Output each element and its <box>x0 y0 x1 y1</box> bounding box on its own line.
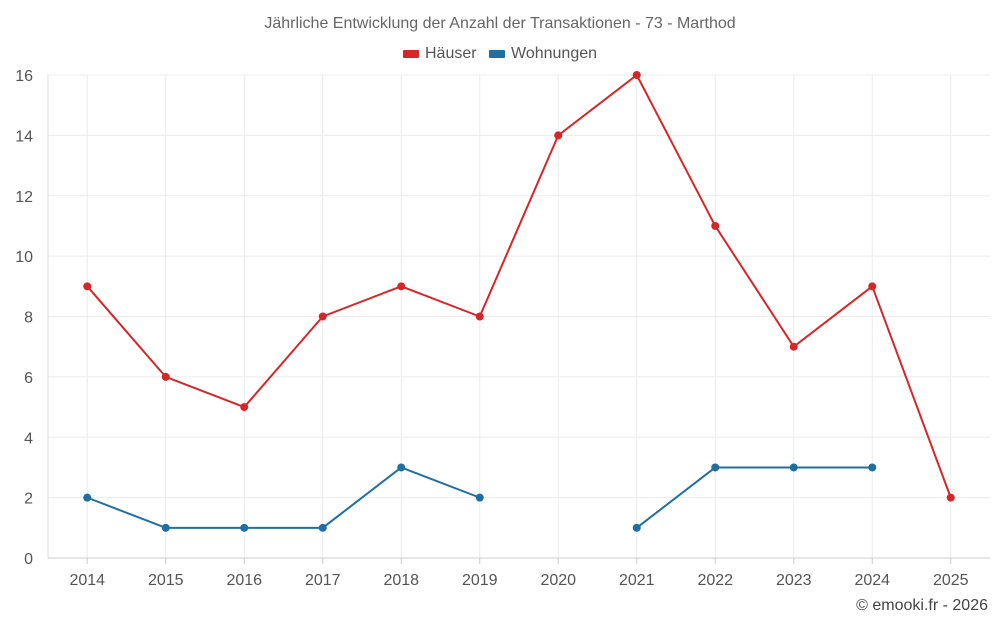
x-tick-label: 2023 <box>776 572 812 589</box>
data-point-haeuser <box>83 282 92 291</box>
data-point-wohnungen <box>240 523 249 532</box>
data-point-haeuser <box>632 71 641 79</box>
x-tick-label: 2022 <box>697 572 733 589</box>
x-tick-label: 2018 <box>383 572 419 589</box>
chart-title: Jährliche Entwicklung der Anzahl der Tra… <box>264 15 736 32</box>
legend-item-wohnungen[interactable]: Wohnungen <box>489 45 597 63</box>
legend-swatch-wohnungen <box>489 50 506 58</box>
y-tick-label: 2 <box>24 491 33 508</box>
legend-label-haeuser: Häuser <box>424 45 477 62</box>
legend-item-haeuser[interactable]: Häuser <box>402 45 477 63</box>
data-point-wohnungen <box>868 463 877 472</box>
data-point-wohnungen <box>475 493 484 502</box>
y-tick-label: 6 <box>24 370 33 387</box>
data-point-wohnungen <box>632 523 641 532</box>
data-point-haeuser <box>397 282 406 291</box>
x-tick-label: 2025 <box>933 572 969 589</box>
x-tick-label: 2014 <box>69 572 105 589</box>
y-tick-label: 0 <box>24 551 33 568</box>
data-point-wohnungen <box>397 463 406 472</box>
x-tick-label: 2016 <box>226 572 262 589</box>
y-tick-label: 10 <box>15 249 33 266</box>
data-point-wohnungen <box>161 523 170 532</box>
credit-text: © emooki.fr - 2026 <box>856 597 988 614</box>
data-point-wohnungen <box>711 463 720 472</box>
data-point-haeuser <box>946 493 955 502</box>
x-tick-label: 2017 <box>305 572 341 589</box>
x-tick-label: 2015 <box>148 572 184 589</box>
x-tick-label: 2024 <box>854 572 890 589</box>
data-point-haeuser <box>789 342 798 351</box>
series-line-wohnungen <box>86 466 481 529</box>
y-tick-label: 12 <box>15 189 33 206</box>
data-point-haeuser <box>711 221 720 230</box>
series-line-wohnungen <box>636 466 873 529</box>
data-point-wohnungen <box>789 463 798 472</box>
x-tick-label: 2019 <box>462 572 498 589</box>
legend-label-wohnungen: Wohnungen <box>511 45 598 62</box>
y-tick-label: 14 <box>15 128 33 145</box>
data-point-wohnungen <box>83 493 92 502</box>
data-point-haeuser <box>240 403 249 412</box>
y-tick-label: 8 <box>24 310 33 327</box>
data-point-haeuser <box>318 312 327 321</box>
y-tick-label: 4 <box>24 430 33 447</box>
data-point-haeuser <box>161 372 170 381</box>
data-point-haeuser <box>868 282 877 291</box>
x-tick-label: 2021 <box>619 572 655 589</box>
legend: Häuser Wohnungen <box>0 45 1000 63</box>
data-point-haeuser <box>554 131 563 140</box>
legend-swatch-haeuser <box>402 50 419 58</box>
data-point-wohnungen <box>318 523 327 532</box>
x-tick-label: 2020 <box>540 572 576 589</box>
series-line-haeuser <box>86 74 952 498</box>
data-point-haeuser <box>475 312 484 321</box>
y-tick-label: 16 <box>15 68 33 85</box>
